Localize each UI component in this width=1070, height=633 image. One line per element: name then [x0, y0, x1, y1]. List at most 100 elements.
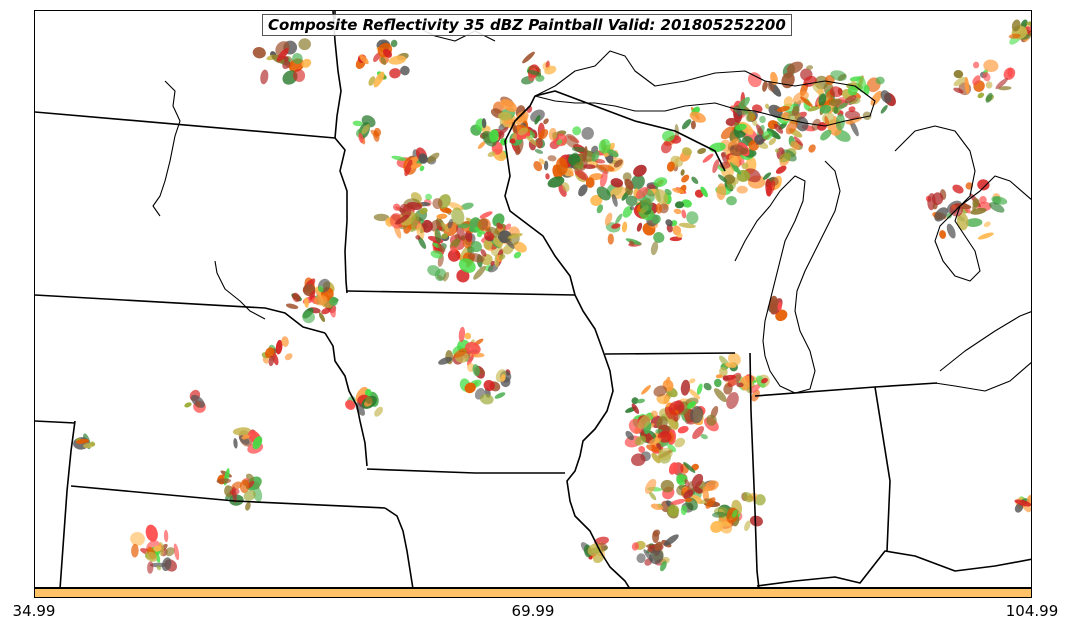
- reflectivity-blob: [779, 152, 792, 163]
- reflectivity-blob: [483, 239, 493, 250]
- reflectivity-blob: [260, 69, 269, 85]
- state-borders: [35, 11, 1031, 587]
- reflectivity-blob: [786, 61, 804, 74]
- reflectivity-blob: [500, 374, 506, 382]
- reflectivity-blob: [856, 75, 867, 93]
- lake-huron: [894, 125, 1031, 282]
- border-ia-mo: [366, 468, 565, 474]
- reflectivity-blob: [655, 203, 663, 214]
- reflectivity-blob: [615, 213, 623, 225]
- reflectivity-blob: [441, 233, 449, 239]
- reflectivity-blob: [736, 382, 744, 388]
- reflectivity-blob: [989, 202, 1005, 213]
- reflectivity-blob: [680, 379, 691, 396]
- reflectivity-blob: [681, 209, 687, 219]
- reflectivity-blob: [262, 356, 269, 364]
- reflectivity-blob: [848, 106, 856, 113]
- reflectivity-blob: [735, 123, 747, 131]
- reflectivity-blob: [131, 543, 139, 558]
- reflectivity-blob: [670, 498, 686, 506]
- reflectivity-blob: [451, 207, 465, 226]
- reflectivity-blob: [364, 388, 372, 397]
- reflectivity-blob: [688, 378, 696, 384]
- reflectivity-blob: [939, 230, 947, 239]
- reflectivity-blob: [650, 410, 658, 418]
- reflectivity-blob: [633, 164, 647, 177]
- reflectivity-blob: [964, 76, 970, 95]
- reflectivity-blob: [712, 511, 727, 518]
- reflectivity-blob: [793, 136, 804, 146]
- reflectivity-blob: [985, 81, 993, 89]
- map-panel: [34, 10, 1032, 588]
- reflectivity-blob: [781, 72, 795, 89]
- reflectivity-blob: [766, 128, 781, 140]
- reflectivity-blob: [1014, 499, 1031, 507]
- reflectivity-blob: [630, 174, 645, 190]
- reflectivity-blob: [660, 479, 675, 493]
- reflectivity-blob: [593, 553, 604, 563]
- reflectivity-blob: [688, 388, 701, 400]
- reflectivity-blob: [792, 105, 800, 117]
- reflectivity-blob: [391, 155, 407, 161]
- reflectivity-blob: [441, 222, 450, 233]
- reflectivity-blob: [447, 249, 461, 262]
- reflectivity-blob: [730, 161, 742, 175]
- reflectivity-blob: [410, 212, 420, 230]
- reflectivity-blob: [622, 172, 632, 182]
- reflectivity-blob: [629, 240, 635, 246]
- reflectivity-blob: [229, 488, 240, 496]
- reflectivity-blob: [298, 38, 311, 51]
- reflectivity-blob: [977, 232, 994, 240]
- reflectivity-blob: [522, 51, 535, 64]
- reflectivity-blob: [716, 183, 727, 200]
- reflectivity-blob: [761, 378, 768, 384]
- reflectivity-blob: [833, 106, 839, 115]
- reflectivity-blob: [573, 161, 584, 171]
- reflectivity-blob: [239, 479, 250, 494]
- reflectivity-blob: [599, 170, 608, 188]
- reflectivity-blob: [591, 150, 600, 162]
- reflectivity-blob: [496, 126, 509, 138]
- reflectivity-blob: [443, 221, 459, 237]
- reflectivity-blob: [820, 129, 832, 141]
- reflectivity-blob: [389, 68, 401, 79]
- border-nd-sd: [35, 111, 336, 139]
- reflectivity-blob: [965, 182, 973, 190]
- reflectivity-blob: [736, 185, 748, 194]
- reflectivity-blob: [568, 170, 574, 177]
- reflectivity-blob: [370, 129, 379, 138]
- reflectivity-blob: [581, 127, 594, 140]
- reflectivity-blob: [1026, 21, 1031, 27]
- reflectivity-blob: [526, 69, 542, 76]
- reflectivity-blob: [314, 295, 328, 306]
- reflectivity-blob: [667, 444, 677, 453]
- reflectivity-blob: [625, 430, 634, 441]
- reflectivity-blob: [762, 172, 772, 180]
- reflectivity-blob: [613, 159, 623, 168]
- reflectivity-blob: [664, 406, 679, 422]
- reflectivity-blob: [547, 176, 565, 188]
- reflectivity-blob: [555, 157, 568, 176]
- reflectivity-blob: [673, 208, 682, 215]
- reflectivity-blob: [285, 303, 299, 310]
- lake-michigan: [734, 160, 841, 394]
- border-mississippi: [566, 294, 630, 587]
- reflectivity-blob: [686, 211, 699, 225]
- reflectivity-blob: [437, 244, 446, 252]
- reflectivity-blob: [631, 397, 639, 405]
- reflectivity-blob: [816, 88, 825, 95]
- reflectivity-blob: [610, 178, 624, 188]
- reflectivity-blob: [705, 497, 716, 509]
- reflectivity-blob: [329, 296, 338, 306]
- reflectivity-blob: [419, 207, 428, 215]
- reflectivity-blob: [726, 391, 739, 410]
- reflectivity-blob: [465, 230, 473, 243]
- reflectivity-blob: [773, 123, 784, 134]
- border-ohio-river: [756, 550, 1031, 587]
- reflectivity-blob: [725, 362, 737, 368]
- reflectivity-blob: [434, 245, 445, 255]
- reflectivity-blob: [390, 39, 398, 48]
- reflectivity-blob: [426, 152, 440, 163]
- reflectivity-blob: [483, 231, 495, 241]
- reflectivity-blob: [624, 178, 634, 191]
